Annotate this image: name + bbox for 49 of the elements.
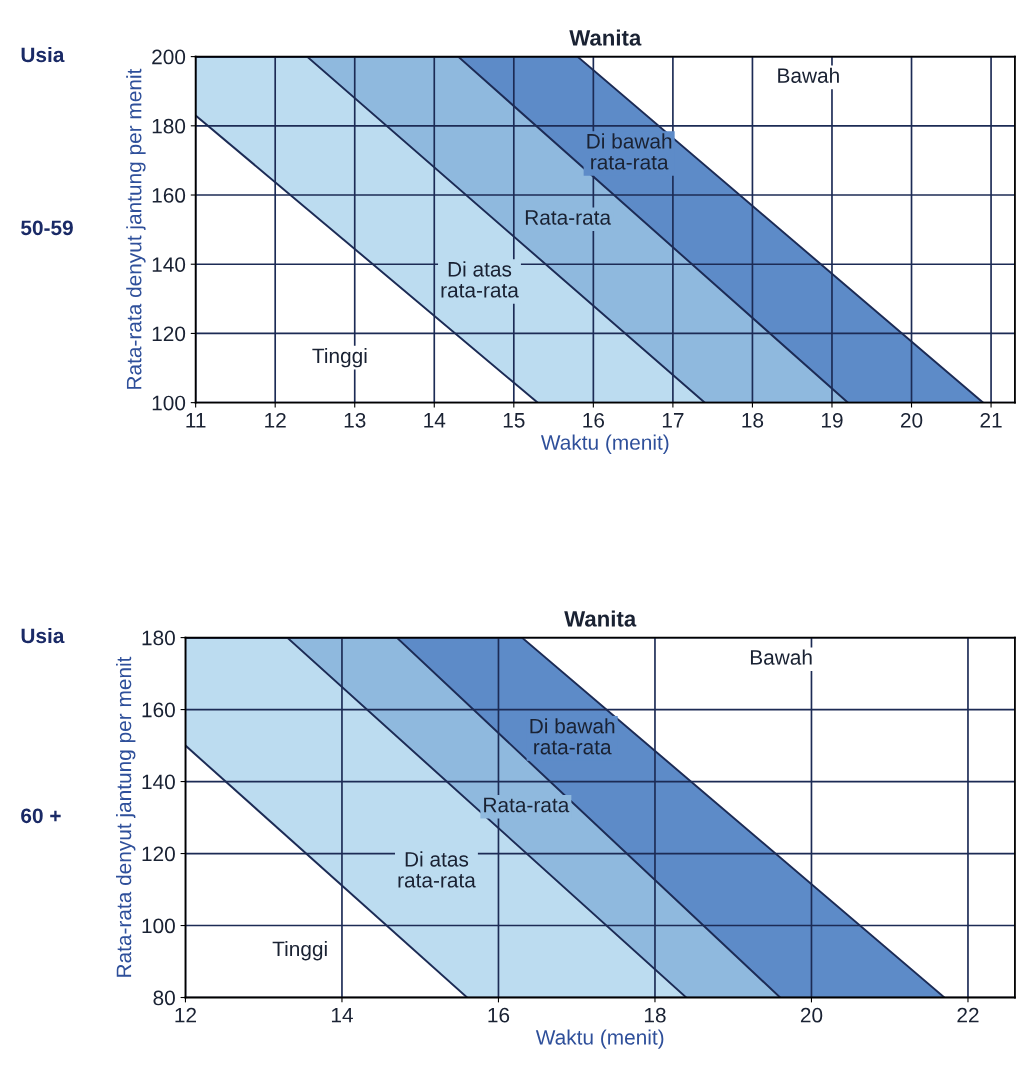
x-tick-label: 16: [583, 412, 605, 428]
x-axis-title: Waktu (menit): [540, 434, 669, 454]
y-tick-label: 120: [152, 326, 186, 342]
x-tick-label: 11: [186, 413, 206, 428]
annotation: Rata-rata: [525, 210, 612, 225]
x-tick-label: 17: [662, 413, 684, 428]
text: 60 +: [21, 808, 61, 824]
y-tick-label: 120: [142, 846, 175, 862]
chart-title: Wanita: [569, 29, 642, 46]
y-tick-label: 100: [142, 918, 175, 934]
x-tick-label: 22: [957, 1007, 979, 1023]
y-tick-label: 140: [152, 257, 186, 272]
x-axis-title: Waktu (menit): [535, 1029, 664, 1049]
annotation: Di bawah rata-rata: [587, 133, 672, 170]
text: 50-59: [21, 220, 73, 236]
x-tick-label: 20: [900, 412, 923, 428]
x-tick-label: 12: [175, 1007, 196, 1023]
y-tick-label: 160: [152, 188, 186, 203]
y-tick-label: 180: [142, 630, 175, 646]
y-tick-label: 100: [152, 395, 186, 411]
x-tick-label: 12: [265, 412, 286, 428]
annotation: Bawah: [778, 67, 839, 83]
chart-title: Wanita: [564, 610, 637, 627]
y-tick-label: 160: [142, 702, 175, 718]
x-tick-label: 18: [644, 1007, 666, 1023]
x-tick-label: 14: [331, 1008, 353, 1023]
x-tick-label: 20: [800, 1007, 823, 1023]
annotation: Di atas rata-rata: [441, 261, 519, 298]
y-tick-label: 80: [153, 990, 175, 1006]
annotation: Bawah: [750, 649, 812, 665]
x-tick-label: 18: [742, 412, 764, 428]
x-tick-label: 14: [424, 413, 446, 428]
x-tick-label: 15: [503, 413, 525, 428]
text: Usia: [21, 627, 65, 644]
x-tick-label: 19: [821, 412, 843, 428]
text: Usia: [21, 46, 65, 63]
annotation: Di atas rata-rata: [398, 851, 476, 888]
x-tick-label: 21: [980, 412, 1002, 428]
annotation: Tinggi: [272, 941, 327, 961]
y-tick-label: 140: [142, 774, 175, 790]
annotation: Tinggi: [312, 347, 367, 368]
x-tick-label: 13: [344, 412, 366, 428]
y-axis-title: Rata-rata denyut jantung per menit: [126, 68, 146, 389]
x-tick-label: 16: [488, 1007, 510, 1023]
y-tick-label: 180: [152, 118, 186, 134]
annotation: Rata-rata: [484, 797, 570, 813]
annotation: Di bawah rata-rata: [530, 718, 615, 755]
y-axis-title: Rata-rata denyut jantung per menit: [116, 656, 136, 977]
y-tick-label: 200: [152, 49, 186, 65]
